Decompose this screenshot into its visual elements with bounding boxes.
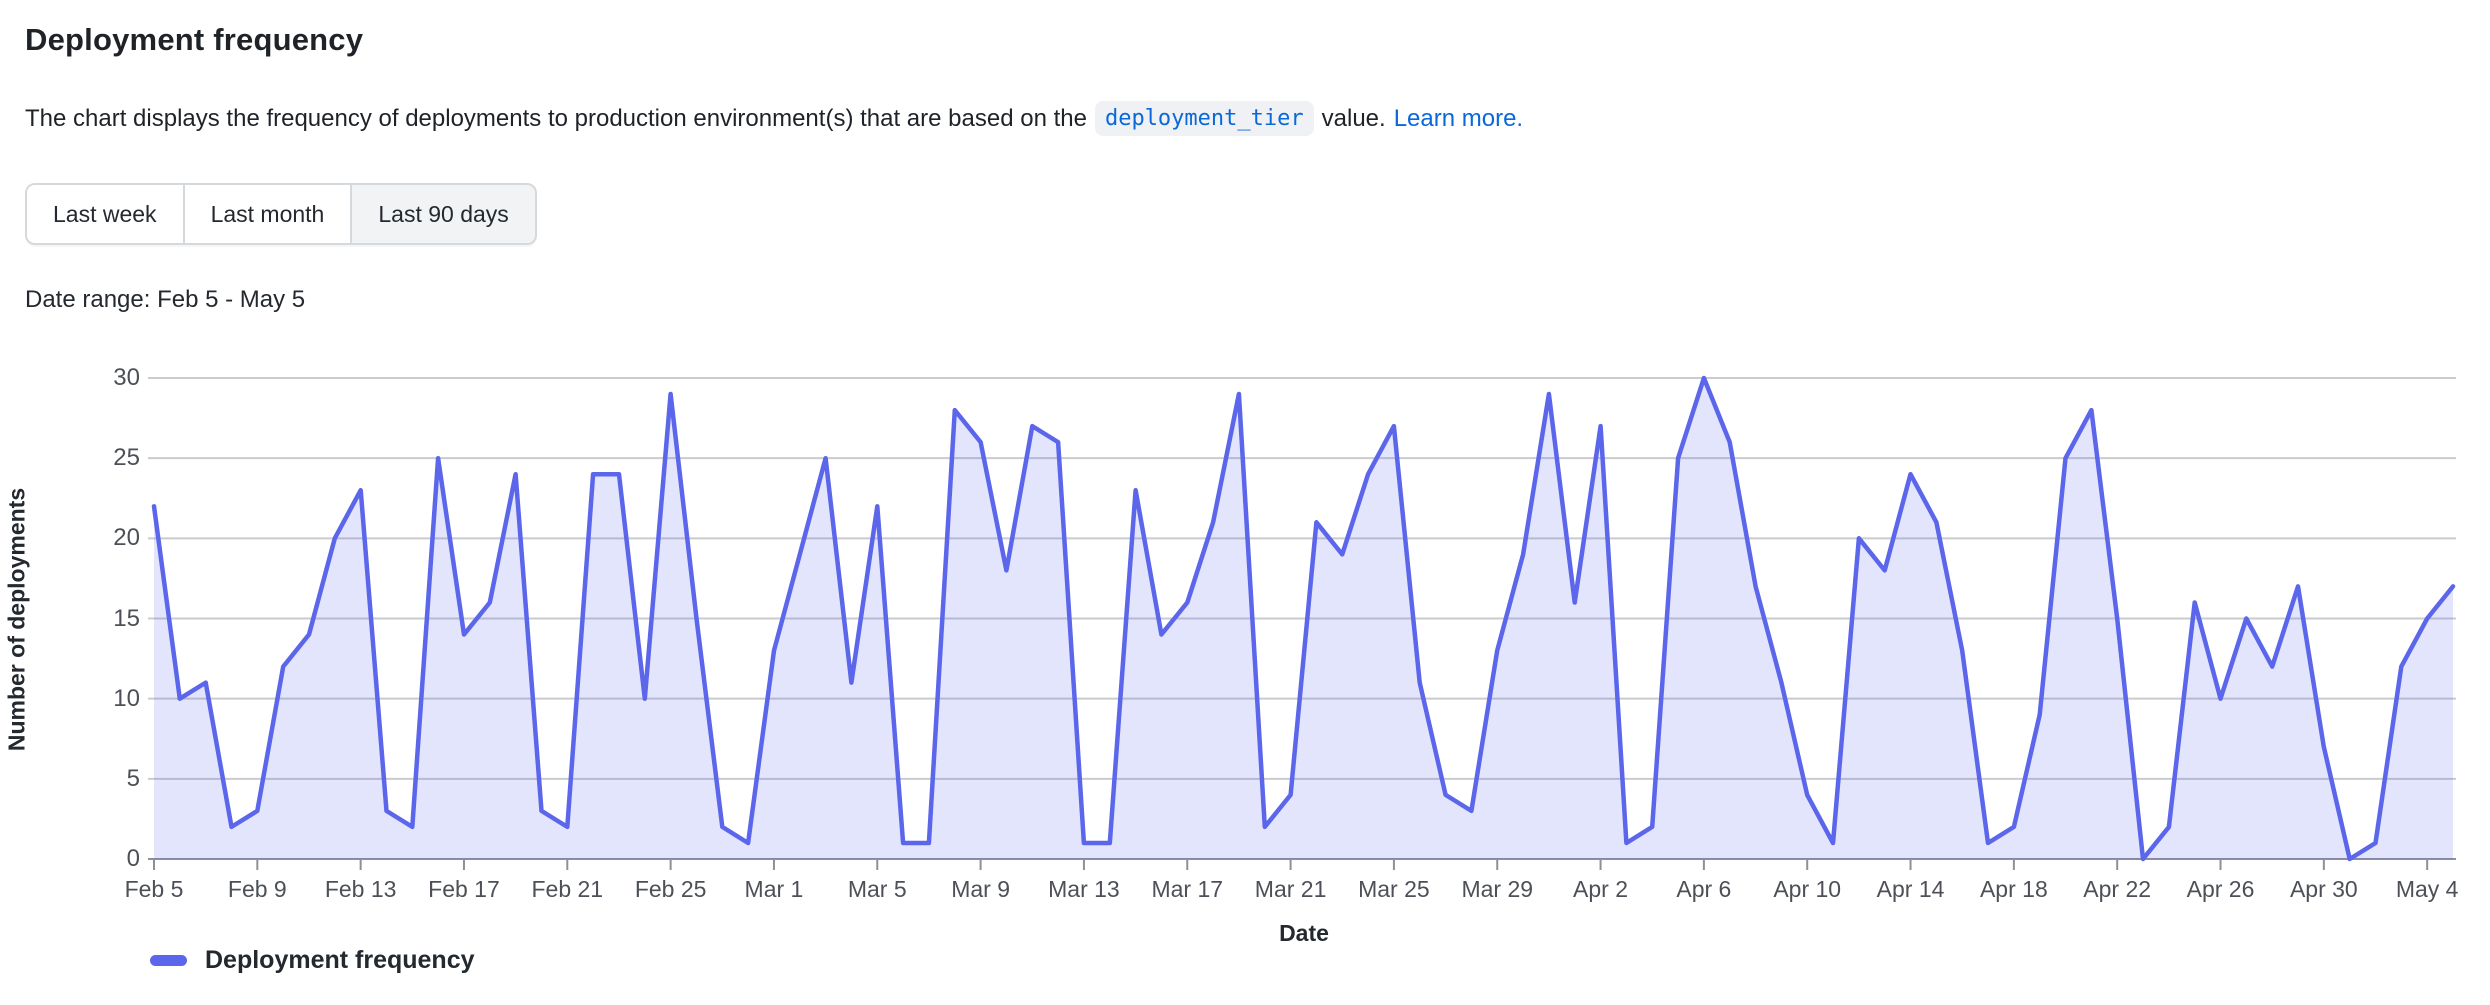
y-tick-label: 15 <box>113 604 140 632</box>
range-button-group: Last week Last month Last 90 days <box>25 183 537 245</box>
y-tick-label: 10 <box>113 684 140 712</box>
x-tick-label: Apr 18 <box>1979 876 2048 902</box>
x-tick-label: Apr 10 <box>1773 876 1842 902</box>
x-tick-label: Apr 2 <box>1573 876 1629 902</box>
description-text-before: The chart displays the frequency of depl… <box>25 104 1087 132</box>
range-button-last-week[interactable]: Last week <box>27 185 183 243</box>
x-tick-label: Mar 17 <box>1151 876 1224 902</box>
x-tick-label: Feb 9 <box>227 876 287 902</box>
x-tick-label: Feb 13 <box>324 876 397 902</box>
x-tick-label: May 4 <box>2395 876 2459 902</box>
x-axis-title: Date <box>1279 920 1329 946</box>
x-tick-label: Apr 14 <box>1876 876 1945 902</box>
x-tick-label: Apr 26 <box>2186 876 2255 902</box>
x-tick-label: Mar 21 <box>1254 876 1327 902</box>
y-tick-label: 0 <box>126 845 140 872</box>
date-range-label: Date range: Feb 5 - May 5 <box>25 286 306 313</box>
y-axis-title: Number of deployments <box>3 487 30 752</box>
y-tick-label: 30 <box>113 364 140 391</box>
x-tick-label: Mar 13 <box>1048 876 1120 902</box>
x-tick-label: Mar 9 <box>951 876 1010 902</box>
x-tick-label: Mar 29 <box>1461 876 1534 902</box>
x-tick-label: Apr 30 <box>2289 876 2358 902</box>
legend-label: Deployment frequency <box>205 946 475 974</box>
chart-description: The chart displays the frequency of depl… <box>25 101 1523 136</box>
x-tick-label: Feb 5 <box>124 876 184 902</box>
x-tick-label: Feb 21 <box>531 876 604 902</box>
series-area-fill <box>154 378 2453 859</box>
y-tick-label: 25 <box>113 444 140 472</box>
legend: Deployment frequency <box>150 946 475 975</box>
description-text-after: value. <box>1321 104 1386 132</box>
x-tick-label: Mar 25 <box>1358 876 1430 902</box>
series-line <box>151 375 2456 862</box>
learn-more-link[interactable]: Learn more. <box>1393 104 1524 132</box>
page-title: Deployment frequency <box>25 22 364 57</box>
code-token: deployment_tier <box>1094 101 1314 136</box>
x-tick-label: Feb 17 <box>428 876 500 902</box>
x-tick-label: Mar 5 <box>847 876 907 902</box>
x-tick-label: Feb 25 <box>634 876 707 902</box>
x-tick-label: Apr 6 <box>1676 876 1732 902</box>
x-tick-label: Mar 1 <box>744 876 804 902</box>
y-tick-label: 20 <box>113 524 140 552</box>
x-tick-label: Apr 22 <box>2083 876 2152 902</box>
legend-swatch <box>150 955 187 966</box>
range-button-last-90-days[interactable]: Last 90 days <box>350 185 535 243</box>
y-tick-label: 5 <box>126 764 140 792</box>
range-button-last-month[interactable]: Last month <box>182 185 351 243</box>
